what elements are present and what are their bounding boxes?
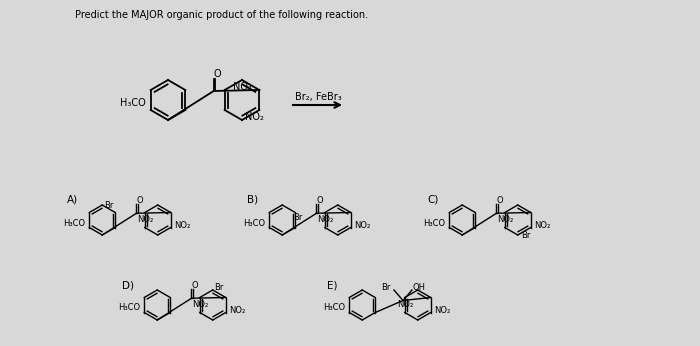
Text: Br: Br xyxy=(214,283,224,292)
Text: Br: Br xyxy=(104,201,113,210)
Text: B): B) xyxy=(247,195,258,205)
Text: Br: Br xyxy=(293,213,302,222)
Text: Br₂, FeBr₃: Br₂, FeBr₃ xyxy=(295,92,342,102)
Text: O: O xyxy=(191,281,198,290)
Text: Br: Br xyxy=(382,282,391,291)
Text: NO₂: NO₂ xyxy=(354,221,370,230)
Text: NO₂: NO₂ xyxy=(229,306,245,315)
Text: NO₂: NO₂ xyxy=(316,215,333,224)
Text: O: O xyxy=(214,69,221,79)
Text: NO₂: NO₂ xyxy=(136,215,153,224)
Text: Predict the MAJOR organic product of the following reaction.: Predict the MAJOR organic product of the… xyxy=(75,10,368,20)
Text: A): A) xyxy=(67,195,78,205)
Text: NO₂: NO₂ xyxy=(232,82,251,92)
Text: Br: Br xyxy=(521,230,530,239)
Text: C): C) xyxy=(427,195,439,205)
Text: NO₂: NO₂ xyxy=(434,306,450,315)
Text: O: O xyxy=(316,196,323,205)
Text: NO₂: NO₂ xyxy=(397,300,413,309)
Text: NO₂: NO₂ xyxy=(174,221,190,230)
Text: NO₂: NO₂ xyxy=(496,215,513,224)
Text: H₃CO: H₃CO xyxy=(323,303,345,312)
Text: H₃CO: H₃CO xyxy=(243,219,265,228)
Text: OH: OH xyxy=(413,282,426,291)
Text: H₃CO: H₃CO xyxy=(63,219,85,228)
Text: NO₂: NO₂ xyxy=(245,112,264,122)
Text: NO₂: NO₂ xyxy=(192,300,208,309)
Text: NO₂: NO₂ xyxy=(533,221,550,230)
Text: D): D) xyxy=(122,280,134,290)
Text: O: O xyxy=(496,196,503,205)
Text: H₃CO: H₃CO xyxy=(423,219,445,228)
Text: H₃CO: H₃CO xyxy=(118,303,140,312)
Text: E): E) xyxy=(328,280,337,290)
Text: O: O xyxy=(136,196,143,205)
Text: H₃CO: H₃CO xyxy=(120,98,146,108)
